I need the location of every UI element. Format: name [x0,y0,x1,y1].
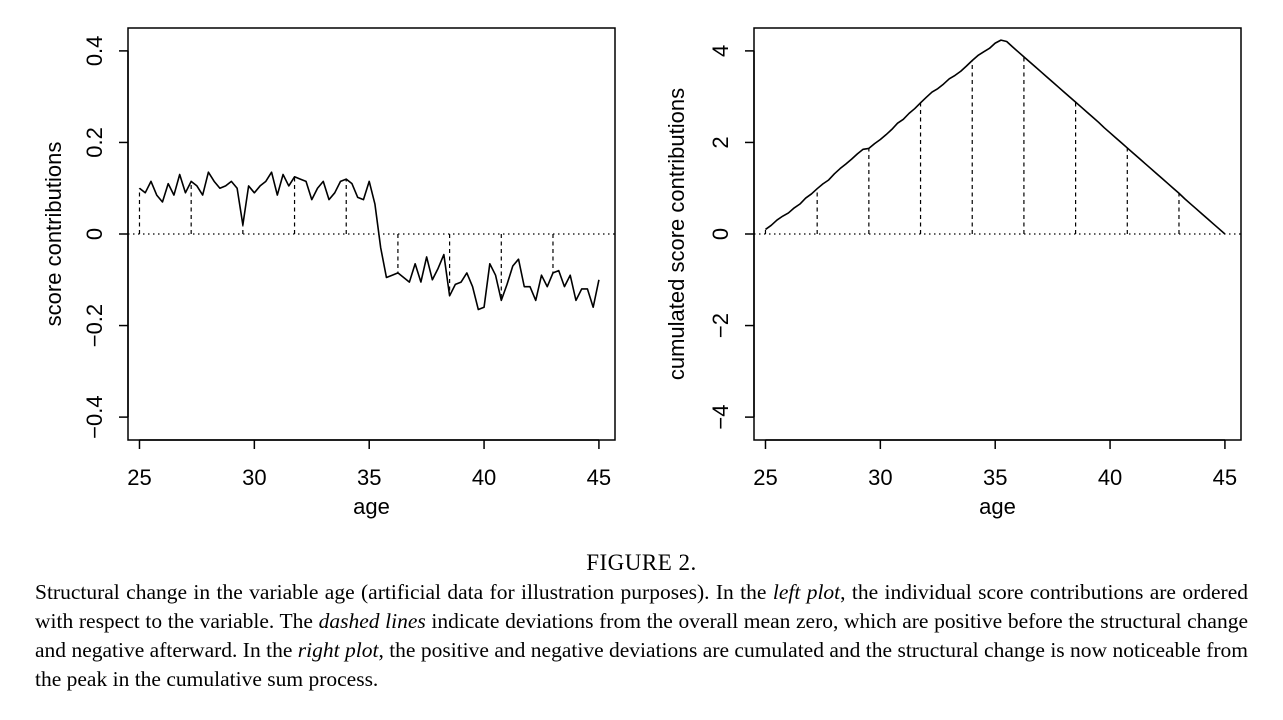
caption-text-part: Structural change in the variable age (a… [35,580,773,604]
x-tick-label: 35 [983,465,1007,490]
y-tick-label: 0 [82,228,107,240]
x-axis-label: age [353,494,390,519]
x-tick-label: 35 [357,465,381,490]
y-tick-label: 0.4 [82,36,107,67]
caption-text-part: , the individual score contributions are… [35,580,1248,633]
x-tick-label: 45 [587,465,611,490]
caption-text: Structural change in the variable age (a… [35,578,1248,694]
caption-emphasis: right plot [297,638,379,662]
y-tick-label: −0.4 [82,395,107,438]
x-tick-label: 45 [1213,465,1237,490]
figure-label: FIGURE 2. [586,550,697,575]
y-tick-label: 0.2 [82,127,107,158]
x-tick-label: 40 [1098,465,1122,490]
caption-text-part: , the positive and negative deviations a… [35,638,1249,691]
y-axis-label: score contributions [41,142,66,327]
y-tick-label: 0 [708,228,733,240]
x-tick-label: 30 [242,465,266,490]
caption: FIGURE 2. Structural change in the varia… [35,550,1248,694]
data-line [765,39,1226,235]
caption-emphasis: left plot [772,580,841,604]
plot-frame [753,27,1242,441]
y-axis-label: cumulated score contributions [664,88,689,380]
x-tick-label: 25 [753,465,777,490]
x-axis-label: age [979,494,1016,519]
plot-frame [127,27,616,441]
x-tick-label: 40 [472,465,496,490]
y-tick-label: −0.2 [82,304,107,347]
x-tick-label: 30 [868,465,892,490]
data-line [138,171,600,311]
y-tick-label: −2 [708,313,733,338]
y-tick-label: −4 [708,405,733,430]
y-tick-label: 4 [708,45,733,57]
y-tick-label: 2 [708,136,733,148]
caption-emphasis: dashed lines [318,609,426,633]
caption-text-part: indicate deviations from the overall mea… [35,609,1248,662]
x-tick-label: 25 [127,465,151,490]
